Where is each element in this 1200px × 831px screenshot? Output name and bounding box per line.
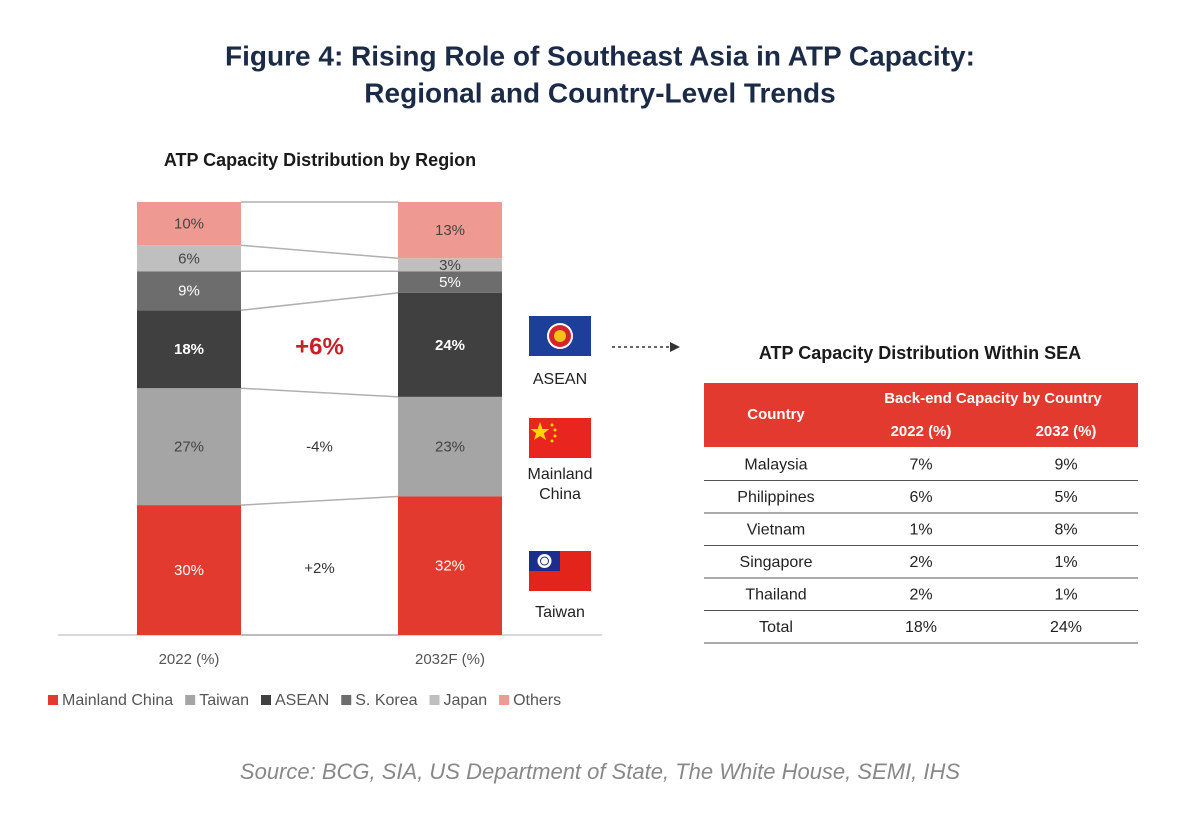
legend-label: ASEAN <box>275 692 329 709</box>
flag-label: ASEAN <box>533 371 587 388</box>
bar-segment <box>137 202 241 246</box>
table-cell: Vietnam <box>747 521 805 538</box>
legend-swatch <box>341 695 352 705</box>
connector-line <box>240 292 399 311</box>
table-cell: 2% <box>909 554 932 571</box>
value-label: 27% <box>174 439 204 456</box>
value-label: 6% <box>178 250 200 267</box>
value-label: 5% <box>439 274 461 291</box>
value-label: 10% <box>174 216 204 233</box>
connector-line <box>240 244 399 260</box>
table-cell: Philippines <box>737 489 814 506</box>
connector-line <box>240 387 399 398</box>
legend-label: Others <box>513 692 561 709</box>
change-label: +6% <box>295 333 344 360</box>
table-cell: 7% <box>909 456 932 473</box>
table-cell: Thailand <box>745 586 806 603</box>
value-label: 18% <box>174 341 204 358</box>
bar-segment <box>137 310 241 389</box>
legend-swatch <box>185 695 196 705</box>
value-label: 24% <box>435 337 465 354</box>
value-label: 32% <box>435 558 465 575</box>
x-tick-label: 2022 (%) <box>159 651 220 668</box>
flag-asean <box>529 316 591 356</box>
flag-china <box>529 418 591 458</box>
legend-label: Japan <box>444 692 488 709</box>
value-label: 23% <box>435 439 465 456</box>
x-tick-label: 2032F (%) <box>415 651 485 668</box>
connector-line <box>240 495 399 506</box>
table-cell: 2% <box>909 586 932 603</box>
source: Source: BCG, SIA, US Department of State… <box>240 759 960 784</box>
value-label: 13% <box>435 222 465 239</box>
value-label: 3% <box>439 257 461 274</box>
table-header-cell: Back-end Capacity by Country <box>884 390 1102 407</box>
value-label: 9% <box>178 283 200 300</box>
bar-segment <box>137 271 241 311</box>
legend-label: S. Korea <box>355 692 417 709</box>
title: Figure 4: Rising Role of Southeast Asia … <box>225 40 975 71</box>
table-cell: 9% <box>1054 456 1077 473</box>
title: Regional and Country-Level Trends <box>364 77 835 108</box>
change-label: +2% <box>304 560 334 577</box>
legend-label: Mainland China <box>62 692 173 709</box>
flag-taiwan <box>529 551 591 591</box>
bar-segment <box>398 396 502 497</box>
table-cell: Singapore <box>740 554 813 571</box>
bar-segment <box>398 258 502 272</box>
flag-label: Taiwan <box>535 604 585 621</box>
table-cell: 1% <box>1054 554 1077 571</box>
arrow-head <box>670 342 680 352</box>
table-cell: 18% <box>905 619 937 636</box>
legend-swatch <box>48 695 58 705</box>
table-header-cell: 2032 (%) <box>1036 423 1097 440</box>
table-title: ATP Capacity Distribution Within SEA <box>759 343 1081 363</box>
bar-segment <box>398 202 502 259</box>
bar-segment <box>137 505 241 635</box>
table-cell: 24% <box>1050 619 1082 636</box>
table-header-cell: 2022 (%) <box>891 423 952 440</box>
legend-swatch <box>499 695 510 705</box>
bar-segment <box>137 388 241 506</box>
bar-segment <box>398 292 502 397</box>
bar-segment <box>137 245 241 272</box>
table-cell: Malaysia <box>744 456 807 473</box>
bar-segment <box>398 271 502 293</box>
table-body: Malaysia 7% 9% Philippines 6% 5% Vietnam 1% 8% Si… <box>704 456 1138 644</box>
table-header <box>704 383 1138 447</box>
table-cell: 6% <box>909 489 932 506</box>
legend-label: Taiwan <box>199 692 249 709</box>
flag-label: Mainland China <box>528 466 593 503</box>
table-cell: 5% <box>1054 489 1077 506</box>
bar-segment <box>398 496 502 635</box>
table-cell: Total <box>759 619 793 636</box>
value-label: 30% <box>174 562 204 579</box>
table-header-cell: Country <box>747 406 805 423</box>
legend-swatch <box>261 695 271 705</box>
change-label: -4% <box>306 439 333 456</box>
table-cell: 1% <box>1054 586 1077 603</box>
table-cell: 8% <box>1054 521 1077 538</box>
table-cell: 1% <box>909 521 932 538</box>
chart-title: ATP Capacity Distribution by Region <box>164 150 476 170</box>
legend-swatch <box>429 695 440 705</box>
